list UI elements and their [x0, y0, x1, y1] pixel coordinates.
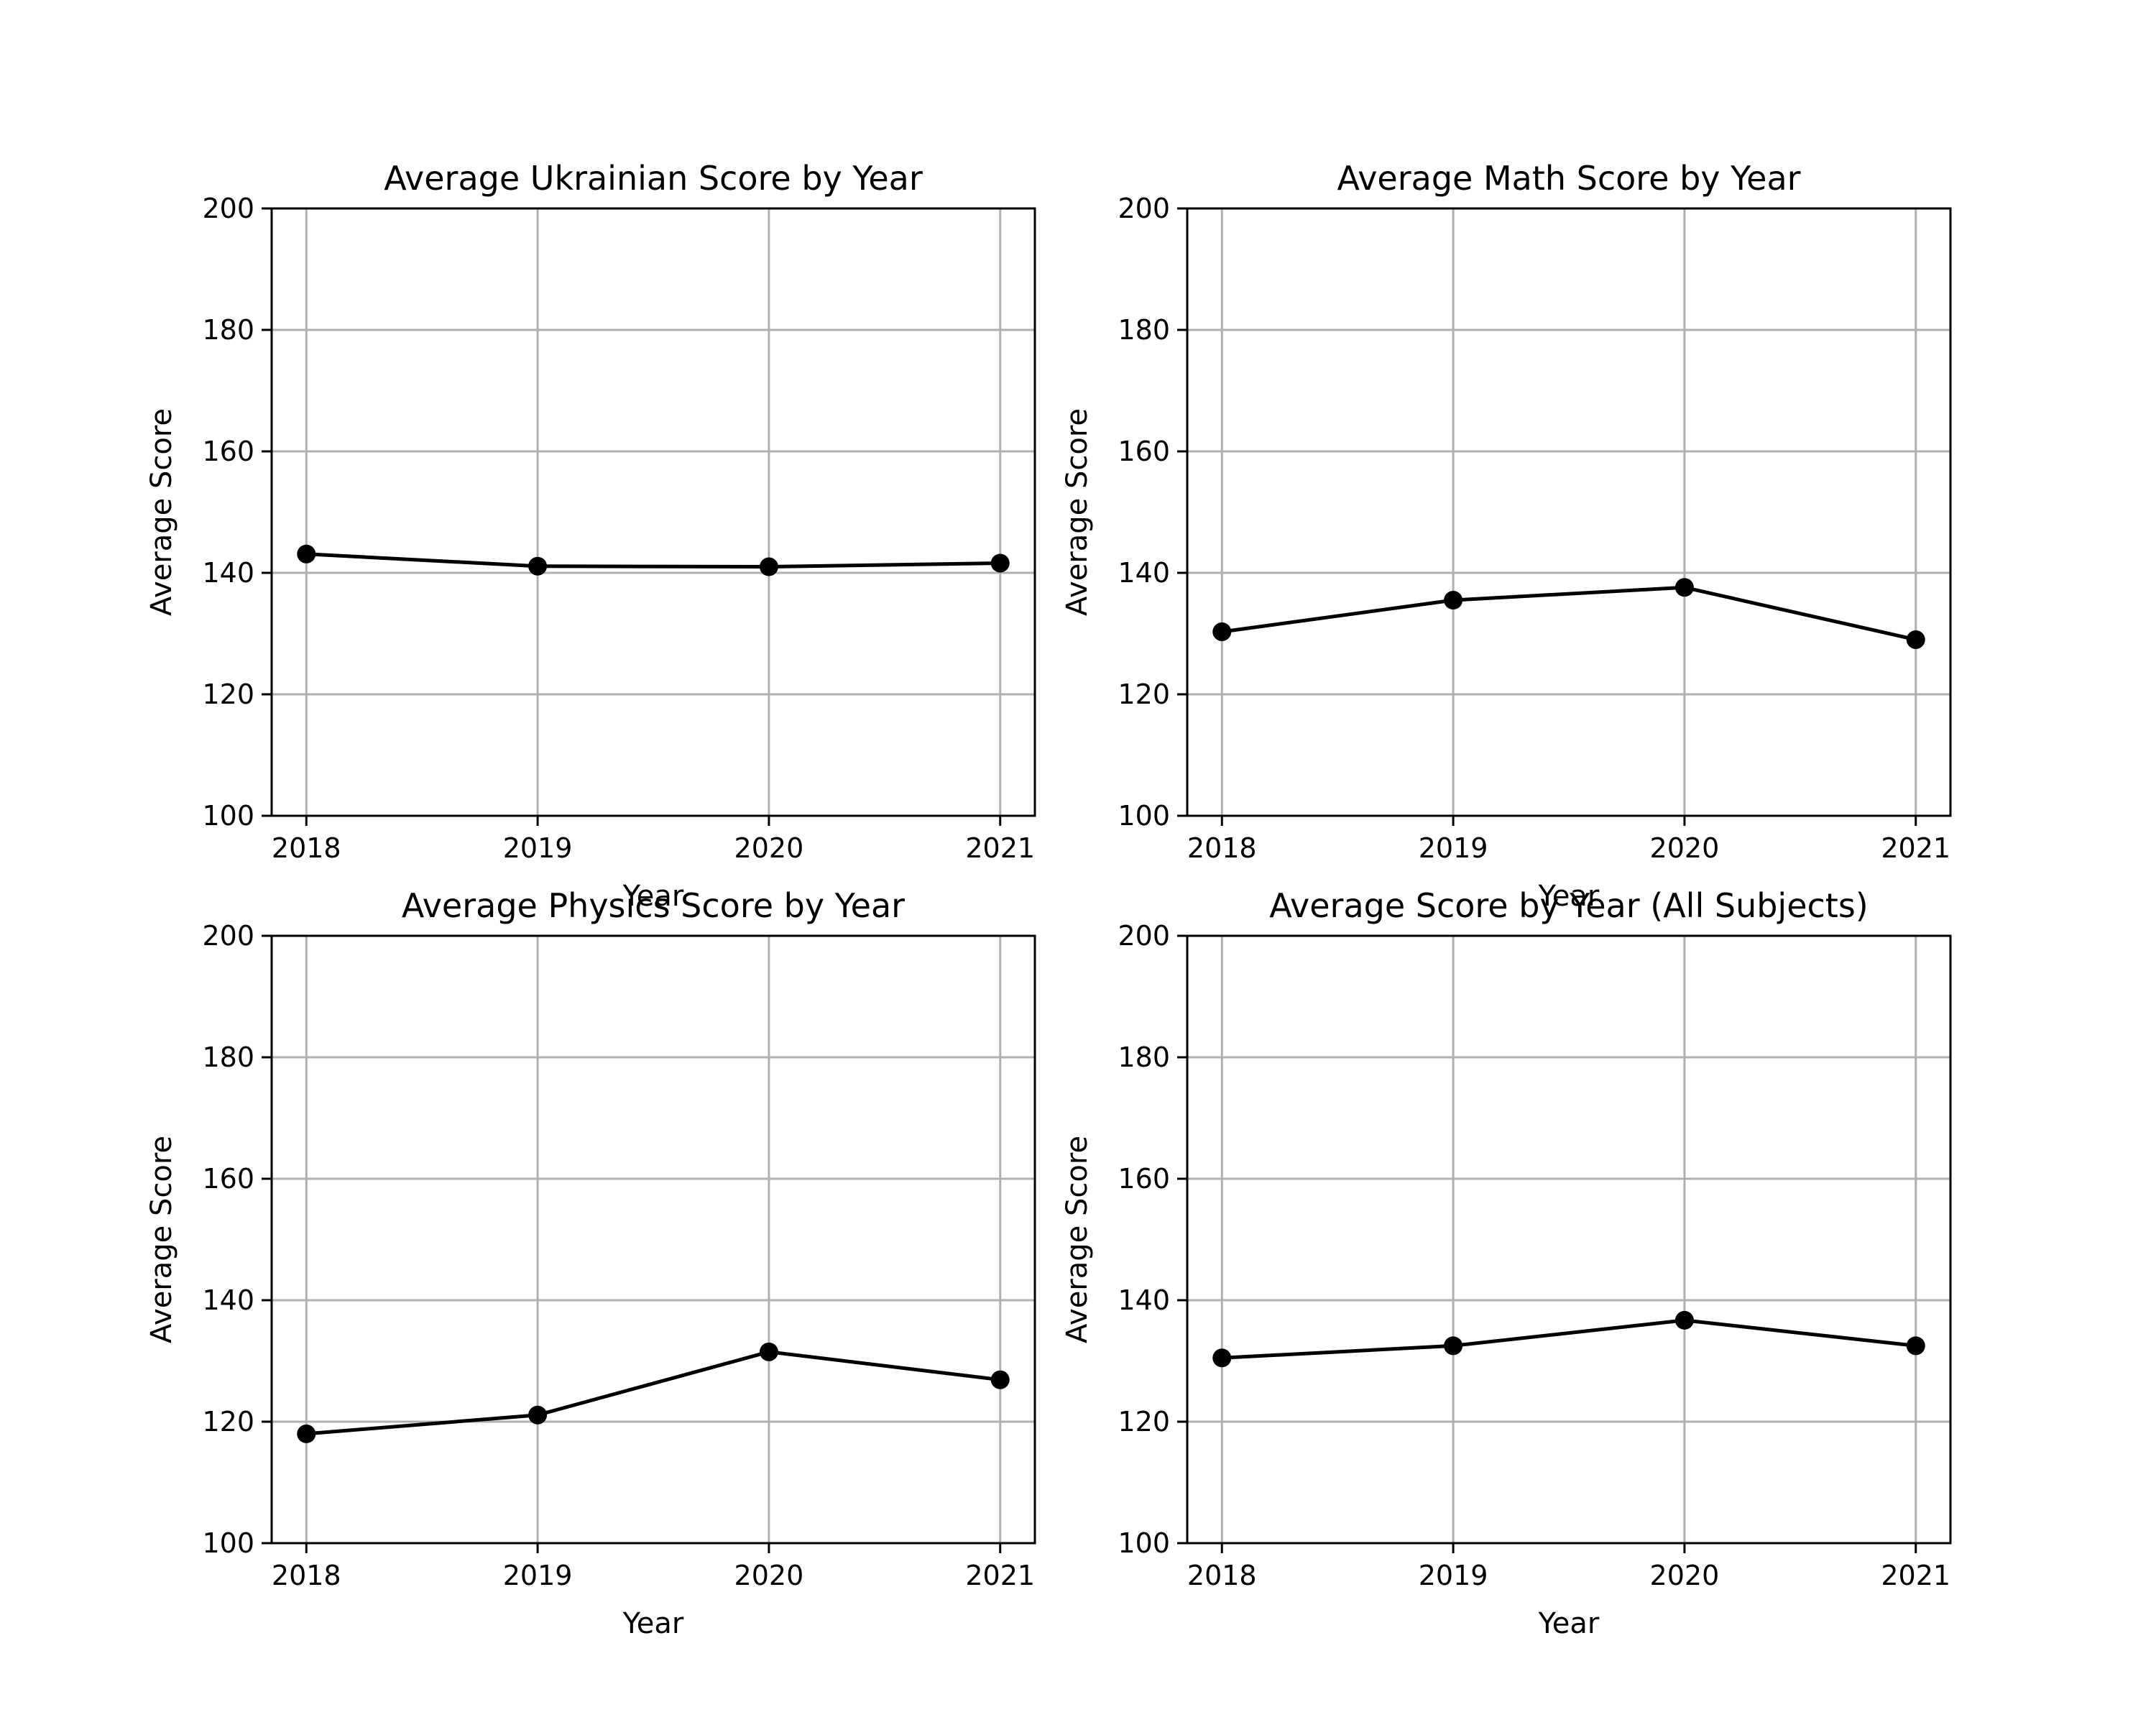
data-point: [990, 1370, 1010, 1389]
x-tick-label: 2020: [734, 1560, 804, 1591]
series-line: [1222, 1318, 1917, 1360]
data-point: [1212, 622, 1232, 641]
y-tick-label: 200: [202, 920, 254, 952]
chart-title: Average Math Score by Year: [1337, 159, 1800, 198]
y-axis-label: Average Score: [1061, 1136, 1094, 1343]
y-axis-label: Average Score: [145, 408, 178, 616]
data-point: [990, 553, 1010, 573]
x-tick-label: 2018: [272, 832, 341, 864]
axes-frame: [270, 934, 1036, 1545]
y-axis-label: Average Score: [145, 1136, 178, 1343]
x-tick-label: 2020: [1650, 832, 1720, 864]
x-tick-label: 2019: [503, 832, 573, 864]
x-axis-label: Year: [622, 1607, 684, 1640]
y-tick-label: 100: [202, 800, 254, 832]
x-tick-label: 2021: [965, 832, 1035, 864]
x-axis-label: Year: [622, 880, 684, 913]
x-tick-label: 2018: [272, 1560, 341, 1591]
subplot-physics: 100 120 140 160 180 200 2018 2019 2020 2021 Year Av…: [145, 886, 1036, 1640]
data-point: [528, 1405, 548, 1425]
y-tick-label: 180: [202, 1041, 254, 1073]
data-point: [528, 556, 548, 576]
x-tick-label: 2021: [1881, 1560, 1950, 1591]
x-tick-label: 2018: [1187, 1560, 1257, 1591]
data-point: [1906, 1336, 1925, 1356]
y-tick-label: 140: [1118, 1284, 1170, 1316]
data-point: [1906, 630, 1925, 649]
y-tick-label: 140: [1118, 557, 1170, 589]
data-point: [297, 544, 316, 564]
axes-frame: [1186, 934, 1952, 1545]
y-tick-label: 160: [1118, 1163, 1170, 1195]
y-tick-label: 100: [1118, 800, 1170, 832]
subplot-math: 100 120 140 160 180 200 2018 2019 2020 2021 Year Av…: [1061, 159, 1952, 913]
chart-title: Average Score by Year (All Subjects): [1269, 886, 1869, 925]
y-tick-label: 120: [202, 678, 254, 710]
data-point: [1212, 1348, 1232, 1368]
y-tick-label: 180: [1118, 314, 1170, 346]
y-tick-label: 200: [1118, 193, 1170, 224]
data-point: [759, 557, 778, 576]
x-axis-label: Year: [1538, 1607, 1600, 1640]
chart-title: Average Ukrainian Score by Year: [384, 159, 923, 198]
y-tick-label: 200: [202, 193, 254, 224]
series-line: [306, 1350, 1001, 1436]
y-tick-label: 180: [202, 314, 254, 346]
series-line: [306, 552, 1000, 569]
data-point: [759, 1342, 778, 1361]
y-tick-label: 100: [1118, 1527, 1170, 1559]
x-tick-label: 2021: [965, 1560, 1035, 1591]
x-tick-label: 2019: [1419, 832, 1488, 864]
y-tick-label: 120: [1118, 678, 1170, 710]
y-tick-label: 160: [202, 1163, 254, 1195]
y-tick-label: 140: [202, 1284, 254, 1316]
y-tick-label: 120: [202, 1406, 254, 1438]
data-point: [1674, 1310, 1694, 1330]
data-point: [1444, 591, 1463, 610]
data-point: [297, 1424, 316, 1443]
x-tick-label: 2020: [1650, 1560, 1720, 1591]
axes-frame: [1186, 207, 1952, 817]
y-axis-label: Average Score: [1061, 408, 1094, 616]
subplot-all-subjects: 100 120 140 160 180 200 2018 2019 2020 2021 Year Av…: [1061, 886, 1952, 1640]
x-tick-label: 2018: [1187, 832, 1257, 864]
x-tick-label: 2019: [1419, 1560, 1488, 1591]
chart-title: Average Physics Score by Year: [402, 886, 905, 925]
x-axis-label: Year: [1538, 880, 1600, 913]
x-tick-label: 2020: [734, 832, 804, 864]
y-tick-label: 200: [1118, 920, 1170, 952]
y-tick-label: 180: [1118, 1041, 1170, 1073]
data-point: [1674, 578, 1694, 597]
y-tick-label: 100: [202, 1527, 254, 1559]
x-tick-label: 2019: [503, 1560, 573, 1591]
y-tick-label: 160: [202, 436, 254, 467]
axes-frame: [270, 207, 1036, 817]
y-tick-label: 120: [1118, 1406, 1170, 1438]
x-tick-label: 2021: [1881, 832, 1950, 864]
y-tick-label: 140: [202, 557, 254, 589]
subplot-ukrainian: 100 120 140 160 180 200 2018 2019 2020 2021 Year Av…: [145, 159, 1036, 913]
data-point: [1444, 1336, 1463, 1356]
y-tick-label: 160: [1118, 436, 1170, 467]
series-line: [1221, 585, 1917, 642]
